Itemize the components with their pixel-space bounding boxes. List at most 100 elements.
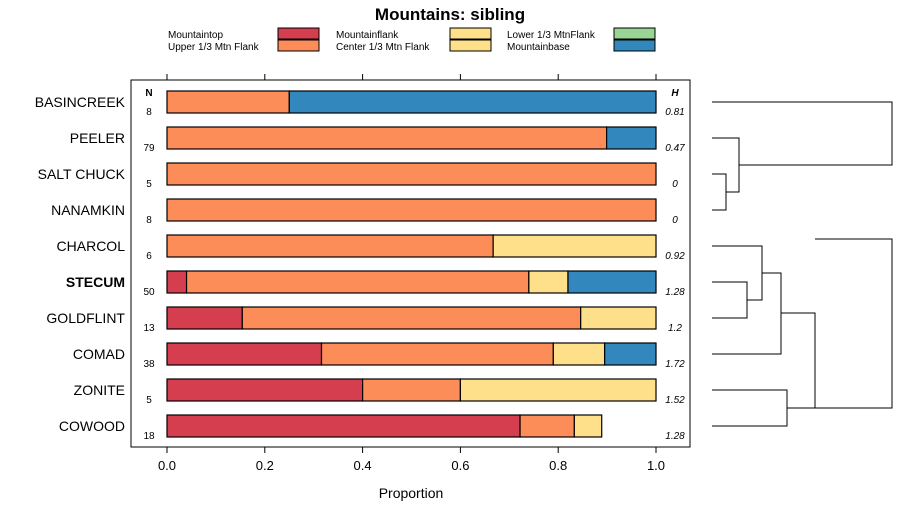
- h-value-goldflint: 1.2: [668, 323, 682, 334]
- h-value-charcol: 0.92: [665, 251, 685, 262]
- dendrogram-merge-salt-chuck-nanamkin: [712, 173, 727, 211]
- h-value-stecum: 1.28: [665, 287, 685, 298]
- n-value-stecum: 50: [143, 287, 155, 298]
- bar-segment-stecum-upper-1-3-mtn-flank: [185, 270, 530, 294]
- bar-segment-zonite-upper-1-3-mtn-flank: [362, 378, 462, 402]
- bar-row-basincreek: BASINCREEK 8 0.81: [35, 90, 685, 118]
- plot-frame: [130, 79, 691, 448]
- bar-segment-charcol-center-1-3-mtn-flank: [492, 234, 657, 258]
- n-value-comad: 38: [143, 359, 155, 370]
- h-value-comad: 1.72: [665, 359, 685, 370]
- bar-row-stecum: STECUM 50 1.28: [66, 270, 685, 298]
- dendrogram-merge-zonite-cowood: [712, 389, 788, 427]
- dendrogram-merge-charcol-group: [712, 245, 763, 301]
- category-label-cowood: COWOOD: [59, 418, 125, 434]
- x-tick-label-1-0: 1.0: [647, 458, 665, 473]
- x-tick-label-0-8: 0.8: [549, 458, 567, 473]
- dendrogram: [712, 101, 893, 427]
- category-label-salt-chuck: SALT CHUCK: [38, 166, 126, 182]
- x-axis-label: Proportion: [379, 485, 444, 501]
- x-tick-label-0-2: 0.2: [256, 458, 274, 473]
- bar-segment-cowood-upper-1-3-mtn-flank: [519, 414, 575, 438]
- bar-segment-goldflint-mountaintop: [166, 306, 243, 330]
- legend-swatch-center-1-3-mtn-flank: [449, 39, 492, 52]
- bar-segment-comad-upper-1-3-mtn-flank: [320, 342, 554, 366]
- bar-segment-comad-center-1-3-mtn-flank: [552, 342, 606, 366]
- dendrogram-merge-lower-cluster: [781, 312, 816, 409]
- bar-segment-comad-mountainbase: [604, 342, 657, 366]
- bar-row-cowood: COWOOD 18 1.28: [59, 414, 685, 442]
- h-value-nanamkin: 0: [672, 215, 678, 226]
- legend-swatch-upper-1-3-mtn-flank: [277, 39, 320, 52]
- x-tick-label-0-4: 0.4: [354, 458, 372, 473]
- bar-segment-stecum-mountainbase: [567, 270, 657, 294]
- dendrogram-merge-basincreek-group: [712, 101, 893, 166]
- bar-segment-comad-mountaintop: [166, 342, 323, 366]
- legend-swatch-lower-1-3-mtnflank: [613, 27, 656, 40]
- bar-row-zonite: ZONITE 5 1.52: [74, 378, 685, 406]
- bar-segment-goldflint-center-1-3-mtn-flank: [580, 306, 657, 330]
- h-value-cowood: 1.28: [665, 431, 685, 442]
- bar-segment-charcol-upper-1-3-mtn-flank: [166, 234, 494, 258]
- category-label-goldflint: GOLDFLINT: [46, 310, 125, 326]
- x-axis: 0.0 0.2 0.4 0.6 0.8 1.0: [158, 74, 665, 473]
- bar-segment-basincreek-upper-1-3-mtn-flank: [166, 90, 290, 114]
- legend-label-center-1-3-mtn-flank: Center 1/3 Mtn Flank: [336, 42, 430, 53]
- category-label-comad: COMAD: [73, 346, 125, 362]
- bar-segment-nanamkin-upper-1-3-mtn-flank: [166, 198, 657, 222]
- legend-label-mountainbase: Mountainbase: [507, 42, 570, 53]
- n-column-header: N: [145, 88, 152, 99]
- bar-row-comad: COMAD 38 1.72: [73, 342, 685, 370]
- n-value-salt-chuck: 5: [146, 179, 152, 190]
- legend-swatch-mountaintop: [277, 27, 320, 40]
- n-value-nanamkin: 8: [146, 215, 152, 226]
- bar-segment-basincreek-mountainbase: [288, 90, 657, 114]
- chart-title: Mountains: sibling: [375, 5, 525, 24]
- legend-label-upper-1-3-mtn-flank: Upper 1/3 Mtn Flank: [168, 42, 260, 53]
- bar-segment-stecum-center-1-3-mtn-flank: [528, 270, 569, 294]
- n-value-cowood: 18: [143, 431, 155, 442]
- bar-segment-stecum-mountaintop: [166, 270, 188, 294]
- h-value-peeler: 0.47: [665, 143, 685, 154]
- category-label-zonite: ZONITE: [74, 382, 125, 398]
- bar-row-charcol: CHARCOL 6 0.92: [57, 234, 685, 262]
- legend-swatch-mountainbase: [613, 39, 656, 52]
- n-value-basincreek: 8: [146, 107, 152, 118]
- bar-row-peeler: PEELER 79 0.47: [70, 126, 685, 154]
- h-value-basincreek: 0.81: [665, 107, 684, 118]
- n-value-goldflint: 13: [143, 323, 155, 334]
- legend-label-mountaintop: Mountaintop: [168, 30, 223, 41]
- dendrogram-root: [787, 238, 893, 409]
- bar-segment-goldflint-upper-1-3-mtn-flank: [241, 306, 582, 330]
- bar-segment-zonite-mountaintop: [166, 378, 364, 402]
- bar-segment-peeler-mountainbase: [606, 126, 657, 150]
- category-label-peeler: PEELER: [70, 130, 125, 146]
- bar-segment-cowood-center-1-3-mtn-flank: [573, 414, 603, 438]
- bar-segment-peeler-upper-1-3-mtn-flank: [166, 126, 608, 150]
- x-tick-label-0-0: 0.0: [158, 458, 176, 473]
- n-value-peeler: 79: [143, 143, 155, 154]
- bar-row-salt-chuck: SALT CHUCK 5 0: [38, 162, 678, 190]
- x-tick-label-0-6: 0.6: [451, 458, 469, 473]
- dendrogram-merge-stecum-goldflint: [712, 281, 748, 319]
- bar-segment-salt-chuck-upper-1-3-mtn-flank: [166, 162, 657, 186]
- bar-segment-zonite-center-1-3-mtn-flank: [459, 378, 657, 402]
- n-value-zonite: 5: [146, 395, 152, 406]
- category-label-stecum: STECUM: [66, 274, 125, 290]
- legend-swatch-mountainflank: [449, 27, 492, 40]
- bar-row-goldflint: GOLDFLINT 13 1.2: [46, 306, 682, 334]
- legend-label-mountainflank: Mountainflank: [336, 30, 399, 41]
- legend-label-lower-1-3-mtnflank: Lower 1/3 MtnFlank: [507, 30, 596, 41]
- h-value-salt-chuck: 0: [672, 179, 678, 190]
- bar-row-nanamkin: NANAMKIN 8 0: [51, 198, 678, 226]
- bar-segment-cowood-mountaintop: [166, 414, 521, 438]
- category-label-charcol: CHARCOL: [57, 238, 126, 254]
- n-value-charcol: 6: [146, 251, 152, 262]
- category-label-nanamkin: NANAMKIN: [51, 202, 125, 218]
- h-column-header: H: [671, 88, 679, 99]
- category-label-basincreek: BASINCREEK: [35, 94, 126, 110]
- h-value-zonite: 1.52: [665, 395, 685, 406]
